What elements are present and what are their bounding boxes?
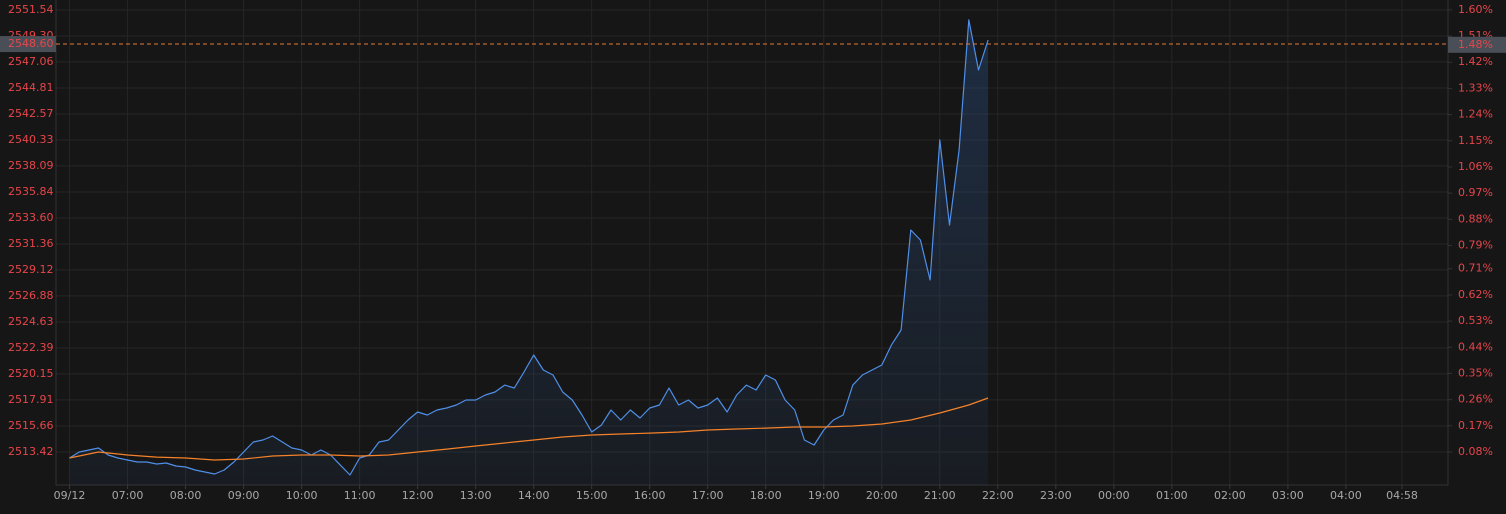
x-tick-label: 12:00 (402, 489, 434, 502)
x-tick-label: 00:00 (1098, 489, 1130, 502)
last-change-tag (1448, 36, 1506, 53)
y2-tick-label: 1.60% (1458, 3, 1493, 16)
last-price-label: 2548.60 (8, 37, 54, 50)
y2-tick-label: 0.26% (1458, 393, 1493, 406)
x-tick-label: 23:00 (1040, 489, 1072, 502)
y-tick-label: 2517.91 (8, 393, 54, 406)
y-tick-label: 2544.81 (8, 81, 54, 94)
x-tick-label: 20:00 (866, 489, 898, 502)
y2-tick-label: 0.71% (1458, 262, 1493, 275)
y2-tick-label: 0.97% (1458, 186, 1493, 199)
x-tick-label: 14:00 (518, 489, 550, 502)
x-tick-label: 04:58 (1386, 489, 1418, 502)
last-change-label: 1.48% (1458, 38, 1493, 51)
last-price-tag (0, 36, 56, 53)
x-tick-label: 08:00 (170, 489, 202, 502)
y2-tick-label: 1.15% (1458, 134, 1493, 147)
y-tick-label: 2515.66 (8, 419, 54, 432)
x-tick-label: 16:00 (634, 489, 666, 502)
x-tick-label: 22:00 (982, 489, 1014, 502)
y-tick-label: 2520.15 (8, 367, 54, 380)
y-tick-label: 2526.88 (8, 289, 54, 302)
y2-tick-label: 0.35% (1458, 366, 1493, 379)
y2-tick-label: 1.42% (1458, 55, 1493, 68)
price-area (69, 19, 989, 486)
x-tick-label: 07:00 (112, 489, 144, 502)
y-tick-label: 2522.39 (8, 341, 54, 354)
x-tick-label: 09:00 (228, 489, 260, 502)
y2-tick-label: 1.33% (1458, 81, 1493, 94)
y2-tick-label: 0.79% (1458, 238, 1493, 251)
y-tick-label: 2533.60 (8, 211, 54, 224)
x-tick-label: 11:00 (344, 489, 376, 502)
x-tick-label: 21:00 (924, 489, 956, 502)
average-line (69, 397, 989, 461)
y2-tick-label: 0.62% (1458, 288, 1493, 301)
y2-tick-label: 0.17% (1458, 419, 1493, 432)
x-tick-label: 03:00 (1272, 489, 1304, 502)
y-tick-label: 2542.57 (8, 107, 54, 120)
y-tick-label: 2529.12 (8, 263, 54, 276)
y-tick-label: 2535.84 (8, 185, 54, 198)
y-tick-label: 2551.54 (8, 3, 54, 16)
x-tick-label: 17:00 (692, 489, 724, 502)
x-tick-label: 10:00 (286, 489, 318, 502)
x-tick-label: 13:00 (460, 489, 492, 502)
y2-tick-label: 1.24% (1458, 108, 1493, 121)
y2-tick-label: 0.08% (1458, 445, 1493, 458)
price-line (69, 19, 989, 476)
x-tick-label: 02:00 (1214, 489, 1246, 502)
y-tick-label: 2540.33 (8, 133, 54, 146)
x-tick-label: 15:00 (576, 489, 608, 502)
y-tick-label: 2513.42 (8, 445, 54, 458)
y-tick-label: 2547.06 (8, 55, 54, 68)
y2-tick-label: 0.88% (1458, 212, 1493, 225)
x-tick-label: 18:00 (750, 489, 782, 502)
x-tick-label: 01:00 (1156, 489, 1188, 502)
y-tick-label: 2538.09 (8, 159, 54, 172)
y2-tick-label: 1.06% (1458, 160, 1493, 173)
x-tick-label: 04:00 (1330, 489, 1362, 502)
x-tick-label: 19:00 (808, 489, 840, 502)
y2-tick-label: 0.44% (1458, 340, 1493, 353)
x-tick-label: 09/12 (54, 489, 86, 502)
y-tick-label: 2531.36 (8, 237, 54, 250)
y-tick-label: 2524.63 (8, 315, 54, 328)
y2-tick-label: 0.53% (1458, 314, 1493, 327)
